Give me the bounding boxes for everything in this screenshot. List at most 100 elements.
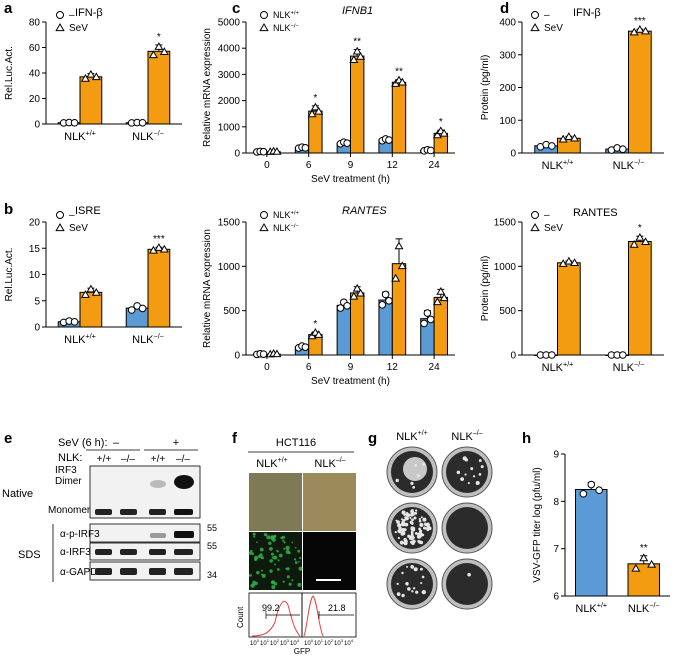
- flow-value-wt: 99.2: [262, 603, 280, 613]
- plaque: [414, 463, 418, 467]
- x-tick-label: 12: [387, 160, 399, 171]
- plaque: [420, 581, 423, 585]
- chart-c2: RANTES NLK+/+ NLK−/− 0 500 1000 1500 Relative m…: [202, 205, 455, 387]
- gfp-cell: [270, 580, 275, 585]
- data-point: [314, 106, 324, 115]
- panel-label-d: d: [500, 0, 509, 17]
- plaque: [397, 523, 402, 528]
- plaque: [415, 590, 419, 594]
- chart-title: IFN-β: [573, 7, 601, 19]
- bar: [350, 292, 365, 356]
- plaque: [464, 473, 467, 476]
- plaque: [407, 534, 411, 538]
- data-point: [558, 259, 568, 267]
- band-irf3-4: [174, 549, 193, 555]
- data-point: [80, 290, 90, 298]
- significance-marker: **: [640, 543, 648, 554]
- gfp-cell: [261, 573, 266, 578]
- data-point: [391, 273, 401, 282]
- data-point: [356, 288, 366, 297]
- x-tick-label: NLK−/−: [132, 130, 164, 143]
- brightfield-image-wt: [249, 473, 302, 531]
- data-point: [564, 132, 574, 140]
- plaque: [410, 530, 414, 534]
- legend-marker: [55, 23, 65, 32]
- gfp-cell: [269, 559, 273, 563]
- band-gapdh-4: [174, 568, 193, 575]
- data-point: [307, 109, 317, 118]
- plaque: [410, 481, 414, 486]
- bar: [433, 296, 448, 356]
- x-axis-label: SeV treatment (h): [311, 174, 390, 185]
- y-tick-label: 500: [499, 306, 516, 317]
- f-col1-label: NLK+/+: [256, 457, 288, 470]
- gfp-cell: [251, 552, 255, 556]
- data-point: [619, 145, 627, 154]
- plaque: [405, 514, 408, 517]
- legend-marker: [55, 223, 65, 232]
- sev-minus: –: [113, 437, 120, 449]
- legend-marker: [530, 23, 540, 32]
- y-axis-label: Protein (pg/ml): [480, 256, 491, 322]
- data-point: [439, 293, 449, 302]
- data-point: [432, 130, 442, 139]
- plaque: [418, 519, 422, 523]
- y-tick-label: 3000: [218, 70, 241, 81]
- data-point: [343, 139, 351, 147]
- dimer-label-line1: IRF3: [55, 465, 77, 476]
- gfp-cell: [256, 570, 260, 575]
- data-point: [159, 47, 169, 55]
- bar: [147, 50, 171, 125]
- data-point: [570, 133, 580, 142]
- gfp-cell: [270, 535, 275, 540]
- genotype-3: +/+: [151, 454, 166, 465]
- legend-label: NLK+/+: [273, 10, 300, 20]
- x-axis-label: SeV treatment (h): [311, 376, 390, 387]
- blot-irf3: [89, 542, 201, 561]
- y-tick-label: 1500: [218, 218, 241, 229]
- data-point: [352, 46, 362, 55]
- plaque: [470, 467, 474, 471]
- y-axis-label: Protein (pg/ml): [480, 55, 491, 121]
- plaque: [403, 540, 408, 546]
- gfp-cell: [256, 541, 258, 544]
- brightfield-image-ko: [303, 473, 356, 531]
- data-point: [587, 480, 596, 489]
- bar: [308, 110, 323, 154]
- legend-label: SeV: [544, 223, 563, 234]
- plaque: [478, 459, 482, 463]
- gfp-cell: [269, 569, 273, 573]
- plaque: [475, 480, 480, 486]
- plaque: [411, 518, 414, 522]
- data-point: [385, 136, 393, 144]
- y-tick-label: 1000: [494, 262, 517, 273]
- gfp-cell: [254, 558, 257, 562]
- legend-marker: [260, 211, 268, 219]
- bar: [628, 30, 652, 154]
- data-point: [148, 50, 158, 59]
- data-point: [619, 351, 627, 359]
- y-tick-label: 7: [553, 544, 559, 555]
- significance-marker: **: [395, 67, 403, 78]
- data-point: [579, 489, 588, 498]
- blot-label-gapdh: α-GAPDH: [60, 567, 105, 578]
- bar: [350, 55, 365, 154]
- x-tick-label: 12: [387, 362, 399, 373]
- data-point: [154, 243, 164, 251]
- dimer-label-line2: Dimer: [55, 476, 82, 487]
- plaque: [407, 587, 411, 591]
- plaque: [422, 462, 426, 466]
- y-tick-label: 0: [510, 149, 516, 160]
- y-tick-label: 300: [499, 50, 516, 61]
- gfp-cell: [270, 552, 274, 556]
- legend-label: NLK−/−: [273, 23, 300, 33]
- band-irf3-3: [149, 549, 166, 555]
- plaque: [403, 518, 406, 522]
- bar: [575, 489, 608, 597]
- plaque: [411, 526, 415, 530]
- panel-f: f HCT116 NLK+/+ NLK–/– 99.2 21.8 Count G…: [232, 430, 357, 656]
- y-axis-label: Relative mRNA expression: [202, 28, 213, 147]
- flow-ticks-ko: 100 101 102 103 104: [304, 638, 354, 647]
- flow-plot-ko: [301, 592, 357, 638]
- band-monomer-1: [95, 509, 112, 515]
